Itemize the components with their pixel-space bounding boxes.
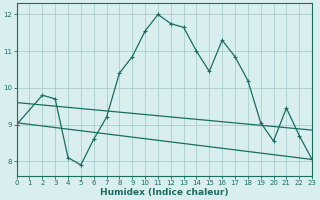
X-axis label: Humidex (Indice chaleur): Humidex (Indice chaleur) xyxy=(100,188,228,197)
